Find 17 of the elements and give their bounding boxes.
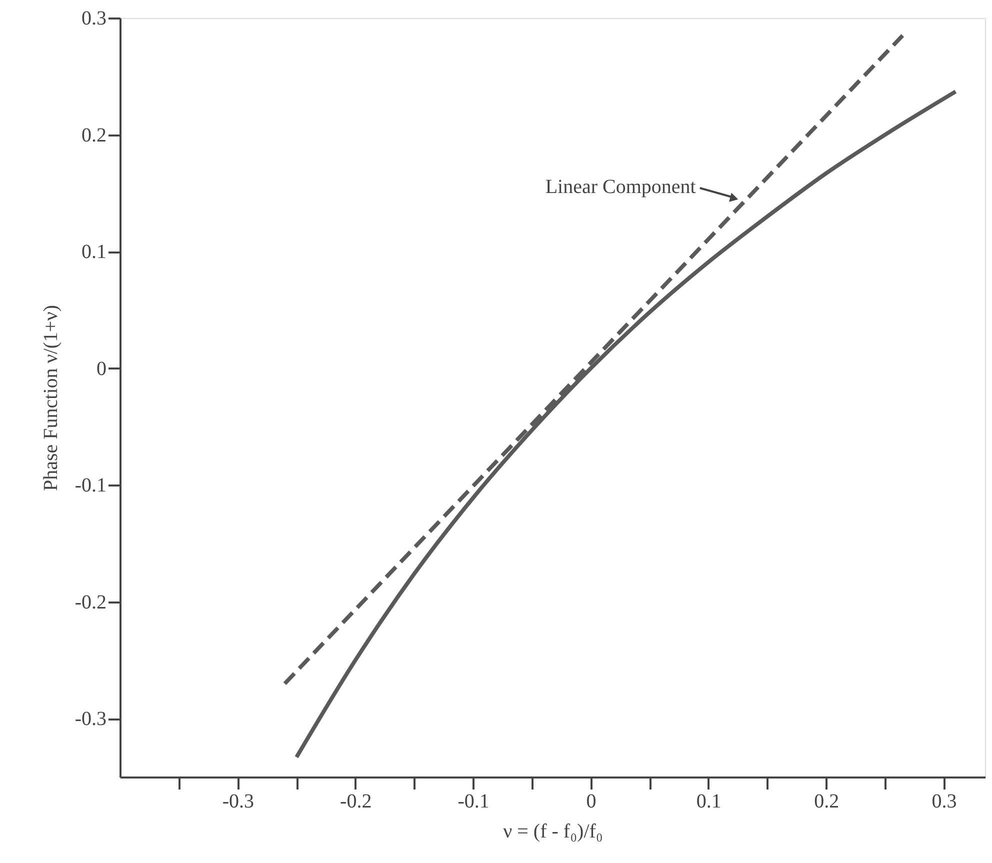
- y-axis-title: Phase Function ν/(1+ν): [40, 304, 62, 492]
- x-tick-label: 0.2: [814, 790, 840, 812]
- annotation: Linear Component: [545, 176, 696, 198]
- x-tick-label: -0.2: [340, 790, 372, 812]
- x-tick-label: 0: [586, 790, 596, 812]
- x-tick-label: -0.3: [222, 790, 254, 812]
- x-tick-label: -0.1: [458, 790, 490, 812]
- x-tick-label: 0.3: [932, 790, 957, 812]
- y-tick-label: 0.3: [82, 8, 106, 30]
- y-tick-label: 0.1: [82, 241, 106, 264]
- y-tick-label: -0.2: [74, 591, 106, 614]
- y-tick-label: -0.1: [74, 474, 106, 497]
- y-tick-label: 0.2: [82, 124, 106, 146]
- y-tick-label: -0.3: [74, 708, 106, 730]
- x-tick-label: 0.1: [696, 790, 722, 812]
- x-axis-title: ν = (f - f₀)/f₀: [503, 820, 603, 842]
- y-tick-label: 0: [96, 358, 106, 380]
